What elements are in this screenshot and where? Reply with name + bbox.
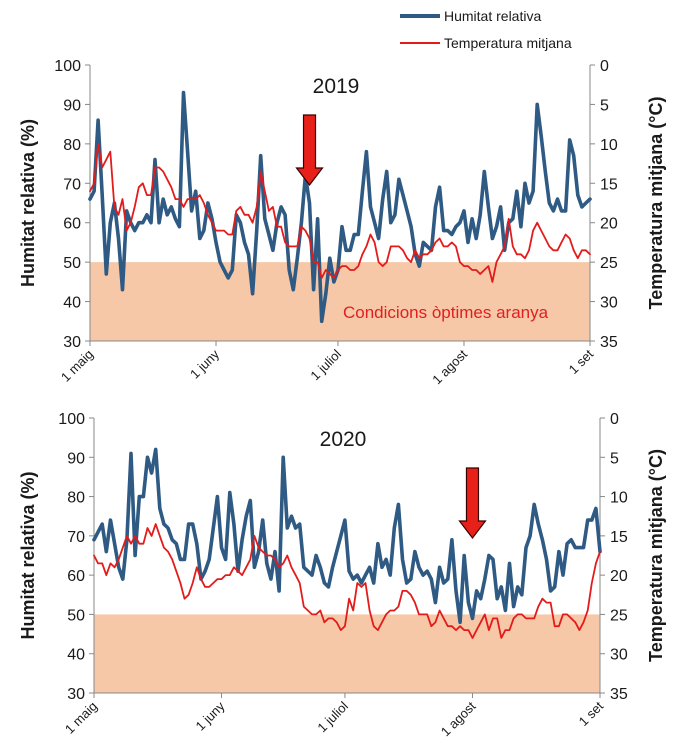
down-arrow-marker	[458, 467, 487, 539]
optimal-band	[94, 614, 600, 693]
y-axis-title: Humitat relativa (%)	[18, 471, 38, 639]
chart-panel-2019: Condicions òptimes aranya304050607080901…	[18, 58, 666, 387]
y2-tick-label: 30	[600, 295, 618, 312]
x-tick-label: 1 juliol	[307, 346, 344, 383]
down-arrow-marker	[295, 114, 324, 186]
legend-temperature-label: Temperatura mitjana	[444, 35, 572, 51]
x-tick-label: 1 agost	[438, 698, 479, 739]
y2-tick-label: 25	[610, 607, 628, 624]
y-tick-label: 80	[67, 490, 85, 507]
y-tick-label: 70	[67, 529, 85, 546]
y2-tick-label: 35	[610, 686, 628, 703]
y2-tick-label: 5	[610, 450, 619, 467]
y-tick-label: 50	[63, 255, 81, 272]
y-tick-label: 70	[63, 176, 81, 193]
y2-tick-label: 20	[610, 568, 628, 585]
y2-tick-label: 10	[600, 137, 618, 154]
y2-tick-label: 15	[610, 529, 628, 546]
x-tick-label: 1 maig	[58, 347, 96, 385]
y-tick-label: 90	[67, 450, 85, 467]
temperature-series-line	[89, 142, 591, 283]
chart-title: 2019	[313, 75, 360, 98]
optimal-band-label: Condicions òptimes aranya	[343, 303, 549, 322]
humidity-series-line	[92, 447, 602, 625]
y2-tick-label: 0	[600, 58, 609, 75]
y-tick-label: 30	[67, 686, 85, 703]
y2-tick-label: 15	[600, 176, 618, 193]
y-tick-label: 90	[63, 97, 81, 114]
y2-tick-label: 0	[610, 411, 619, 428]
y2-tick-label: 25	[600, 255, 618, 272]
x-tick-label: 1 agost	[429, 346, 470, 387]
y2-tick-label: 35	[600, 334, 618, 351]
x-tick-label: 1 maig	[62, 699, 100, 737]
y-tick-label: 50	[67, 607, 85, 624]
legend: Humitat relativa Temperatura mitjana	[400, 8, 572, 51]
y2-tick-label: 30	[610, 647, 628, 664]
y2-axis-title: Temperatura mitjana (°C)	[646, 97, 666, 310]
legend-humidity-label: Humitat relativa	[444, 8, 541, 24]
x-tick-label: 1 juny	[187, 346, 222, 381]
chart-title: 2020	[320, 428, 367, 451]
y-tick-label: 60	[67, 568, 85, 585]
y2-tick-label: 5	[600, 97, 609, 114]
y-tick-label: 30	[63, 334, 81, 351]
y2-tick-label: 20	[600, 216, 618, 233]
y-tick-label: 100	[54, 58, 81, 75]
x-tick-label: 1 juliol	[314, 698, 351, 735]
optimal-band	[90, 262, 590, 341]
x-tick-label: 1 set	[566, 346, 597, 377]
y2-tick-label: 10	[610, 490, 628, 507]
y2-axis-title: Temperatura mitjana (°C)	[646, 449, 666, 662]
y-tick-label: 40	[63, 295, 81, 312]
y-axis-title: Humitat relativa (%)	[18, 119, 38, 287]
x-tick-label: 1 juny	[193, 698, 228, 733]
x-tick-label: 1 set	[576, 698, 607, 729]
y-tick-label: 80	[63, 137, 81, 154]
y-tick-label: 40	[67, 647, 85, 664]
y-tick-label: 100	[58, 411, 85, 428]
temperature-series-line	[93, 523, 601, 639]
y-tick-label: 60	[63, 216, 81, 233]
